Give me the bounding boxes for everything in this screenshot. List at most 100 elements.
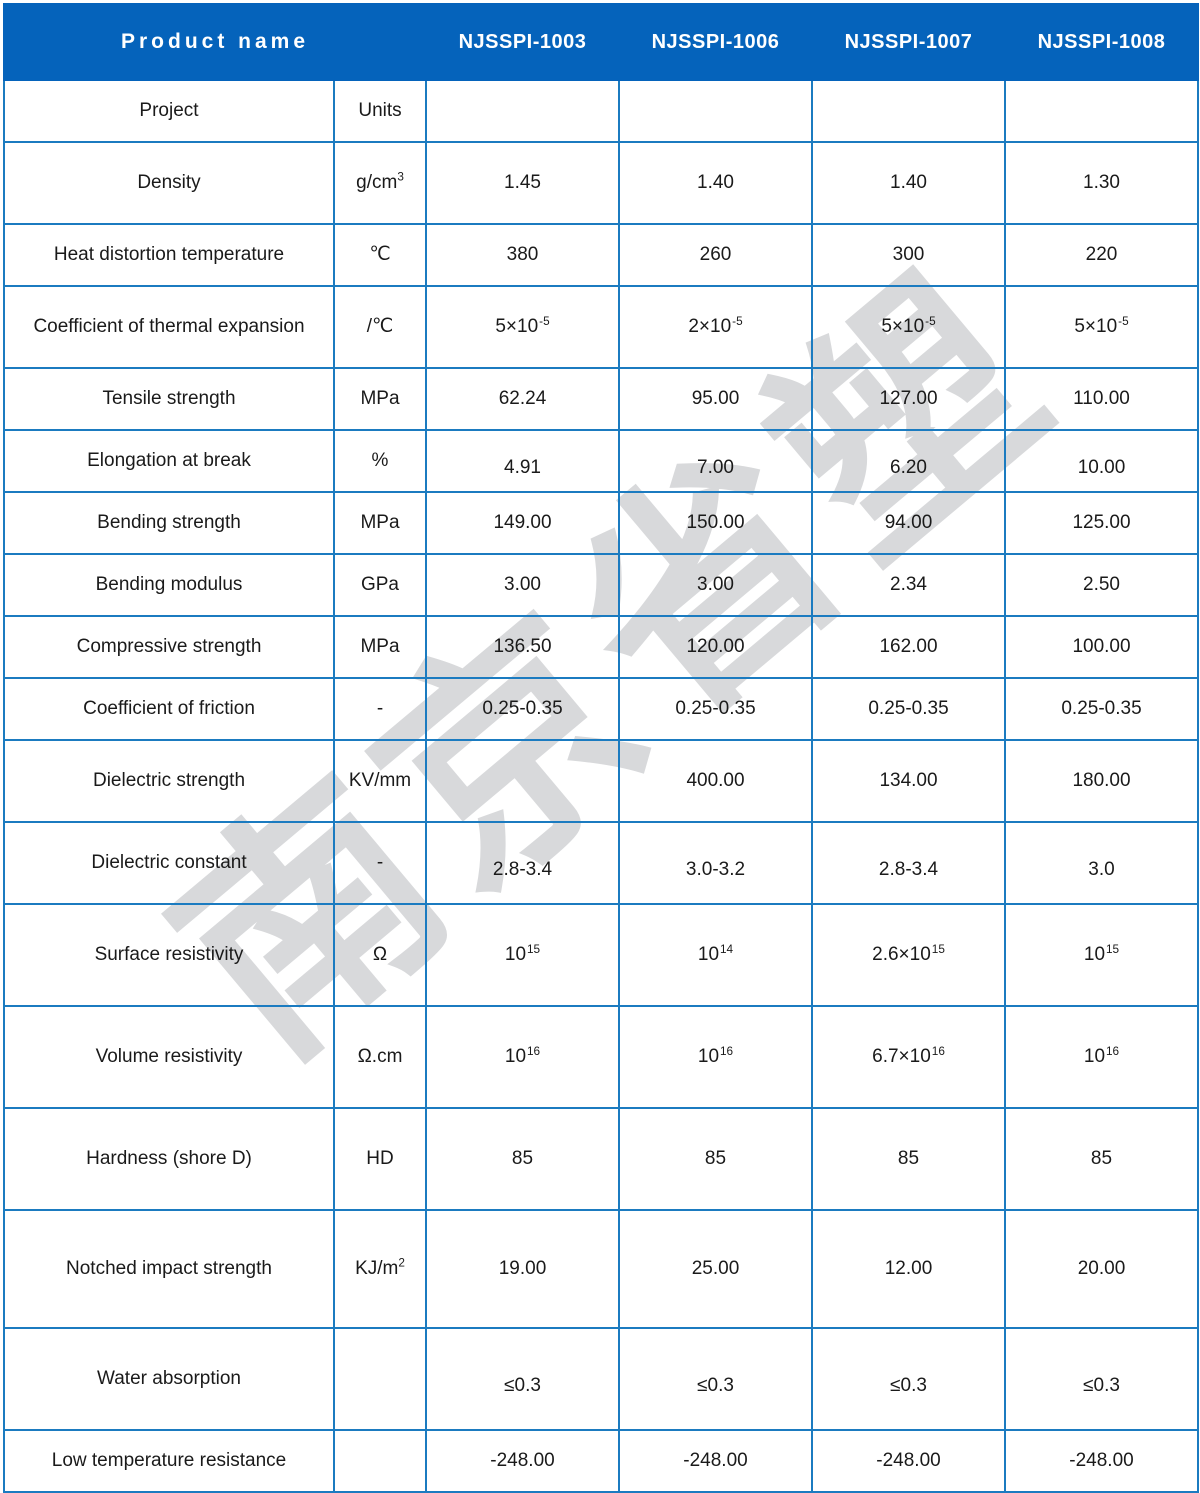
row-value: 150.00 (618, 491, 813, 555)
row-value: 1.40 (618, 141, 813, 225)
row-value: 1.45 (425, 141, 620, 225)
row-unit (333, 1429, 427, 1493)
table-row: Notched impact strength KJ/m2 19.00 25.00 12… (3, 1209, 1199, 1329)
row-value: 5×10-5 (811, 285, 1006, 369)
row-value: 6.7×1016 (811, 1005, 1006, 1109)
row-value: 3.00 (618, 553, 813, 617)
header-column-3: NJSSPI-1007 (811, 3, 1006, 81)
value-mantissa: 2×10 (688, 316, 732, 337)
row-value: 125.00 (1004, 491, 1199, 555)
table-header: Product name NJSSPI-1003 NJSSPI-1006 NJS… (3, 3, 1199, 81)
unit-exponent: 2 (398, 1256, 405, 1270)
header-column-4: NJSSPI-1008 (1004, 3, 1199, 81)
table-row: Bending strength MPa 149.00 150.00 94.00 125.… (3, 491, 1199, 555)
row-value: 1015 (1004, 903, 1199, 1007)
row-project-label: Bending modulus (3, 553, 335, 617)
row-value: 300 (811, 223, 1006, 287)
row-value: 1016 (1004, 1005, 1199, 1109)
row-project-label: Compressive strength (3, 615, 335, 679)
row-value: -248.00 (618, 1429, 813, 1493)
row-value: 220 (1004, 223, 1199, 287)
row-unit: - (333, 677, 427, 741)
row-value: 7.00 (618, 436, 813, 500)
row-value: 1.40 (811, 141, 1006, 225)
row-project-label: Density (3, 141, 335, 225)
row-value: ≤0.3 (425, 1334, 620, 1438)
row-value: 5×10-5 (1004, 285, 1199, 369)
row-unit: HD (333, 1107, 427, 1211)
row-value: 120.00 (618, 615, 813, 679)
row-unit: ℃ (333, 223, 427, 287)
spec-sheet: 南京省塑 Product name NJSSPI-1003 NJSSPI-100… (0, 3, 1200, 1493)
value-mantissa: 10 (1083, 1046, 1106, 1067)
row-unit: GPa (333, 553, 427, 617)
value-exponent: 16 (931, 1044, 945, 1058)
row-value: 85 (618, 1107, 813, 1211)
row-value: 6.20 (811, 436, 1006, 500)
row-value: 100.00 (1004, 615, 1199, 679)
row-project-label: Volume resistivity (3, 1005, 335, 1109)
row-project-label: Tensile strength (3, 367, 335, 431)
row-project-label: Coefficient of thermal expansion (3, 285, 335, 369)
row-value: 62.24 (425, 367, 620, 431)
row-value: 1016 (618, 1005, 813, 1109)
row-unit: - (333, 821, 427, 905)
row-unit: KJ/m2 (333, 1209, 427, 1329)
product-specification-table: Product name NJSSPI-1003 NJSSPI-1006 NJS… (3, 3, 1199, 1493)
row-value: 85 (1004, 1107, 1199, 1211)
row-value (425, 739, 620, 823)
row-value: -248.00 (425, 1429, 620, 1493)
value-exponent: 15 (527, 942, 541, 956)
row-value: 5×10-5 (425, 285, 620, 369)
table-row: Coefficient of thermal expansion/℃ 5×10-5… (3, 285, 1199, 369)
row-project-label: Dielectric constant (3, 821, 335, 905)
row-value: 0.25-0.35 (618, 677, 813, 741)
value-exponent: -5 (539, 314, 550, 328)
row-project-label: Hardness (shore D) (3, 1107, 335, 1211)
row-project-label: Water absorption (3, 1327, 335, 1431)
value-mantissa: 5×10 (495, 316, 539, 337)
row-value: 3.0 (1004, 828, 1199, 912)
table-row: Bending modulus GPa 3.00 3.00 2.34 2.50 (3, 553, 1199, 617)
row-unit: /℃ (333, 285, 427, 369)
row-value: 2.8-3.4 (811, 828, 1006, 912)
row-unit: KV/mm (333, 739, 427, 823)
value-mantissa: 10 (504, 1046, 527, 1067)
value-exponent: 15 (931, 942, 945, 956)
subheader-empty-1 (425, 79, 620, 143)
subheader-units: Units (333, 79, 427, 143)
header-column-2: NJSSPI-1006 (618, 3, 813, 81)
value-mantissa: 10 (697, 944, 720, 965)
row-value: 10.00 (1004, 436, 1199, 500)
row-value: 3.0-3.2 (618, 828, 813, 912)
value-mantissa: 10 (504, 944, 527, 965)
row-value: 2×10-5 (618, 285, 813, 369)
row-value: 85 (811, 1107, 1006, 1211)
row-value: 12.00 (811, 1209, 1006, 1329)
value-exponent: 15 (1106, 942, 1120, 956)
unit-exponent: 3 (397, 170, 404, 184)
row-project-label: Low temperature resistance (3, 1429, 335, 1493)
row-value: 1016 (425, 1005, 620, 1109)
table-body: Project Units Density g/cm3 1.45 1.40 1.40 1.30… (3, 79, 1199, 1493)
row-value: 110.00 (1004, 367, 1199, 431)
table-row: Heat distortion temperature ℃ 380 260 300 220 (3, 223, 1199, 287)
table-row: Hardness (shore D) HD 85 85 85 85 (3, 1107, 1199, 1211)
row-value: 0.25-0.35 (1004, 677, 1199, 741)
row-value: 134.00 (811, 739, 1006, 823)
row-value: 3.00 (425, 553, 620, 617)
row-value: 19.00 (425, 1209, 620, 1329)
row-project-label: Dielectric strength (3, 739, 335, 823)
row-project-label: Heat distortion temperature (3, 223, 335, 287)
row-value: 162.00 (811, 615, 1006, 679)
row-value: 4.91 (425, 436, 620, 500)
row-unit: g/cm3 (333, 141, 427, 225)
row-value: 2.6×1015 (811, 903, 1006, 1007)
row-unit (333, 1327, 427, 1431)
table-row: Dielectric constant -2.8-3.4 3.0-3.2 2.8-3.… (3, 821, 1199, 912)
row-project-label: Surface resistivity (3, 903, 335, 1007)
value-mantissa: 2.6×10 (872, 944, 931, 965)
value-mantissa: 5×10 (1074, 316, 1118, 337)
table-row: Coefficient of friction -0.25-0.35 0.25-0.… (3, 677, 1199, 741)
row-value: 2.8-3.4 (425, 828, 620, 912)
